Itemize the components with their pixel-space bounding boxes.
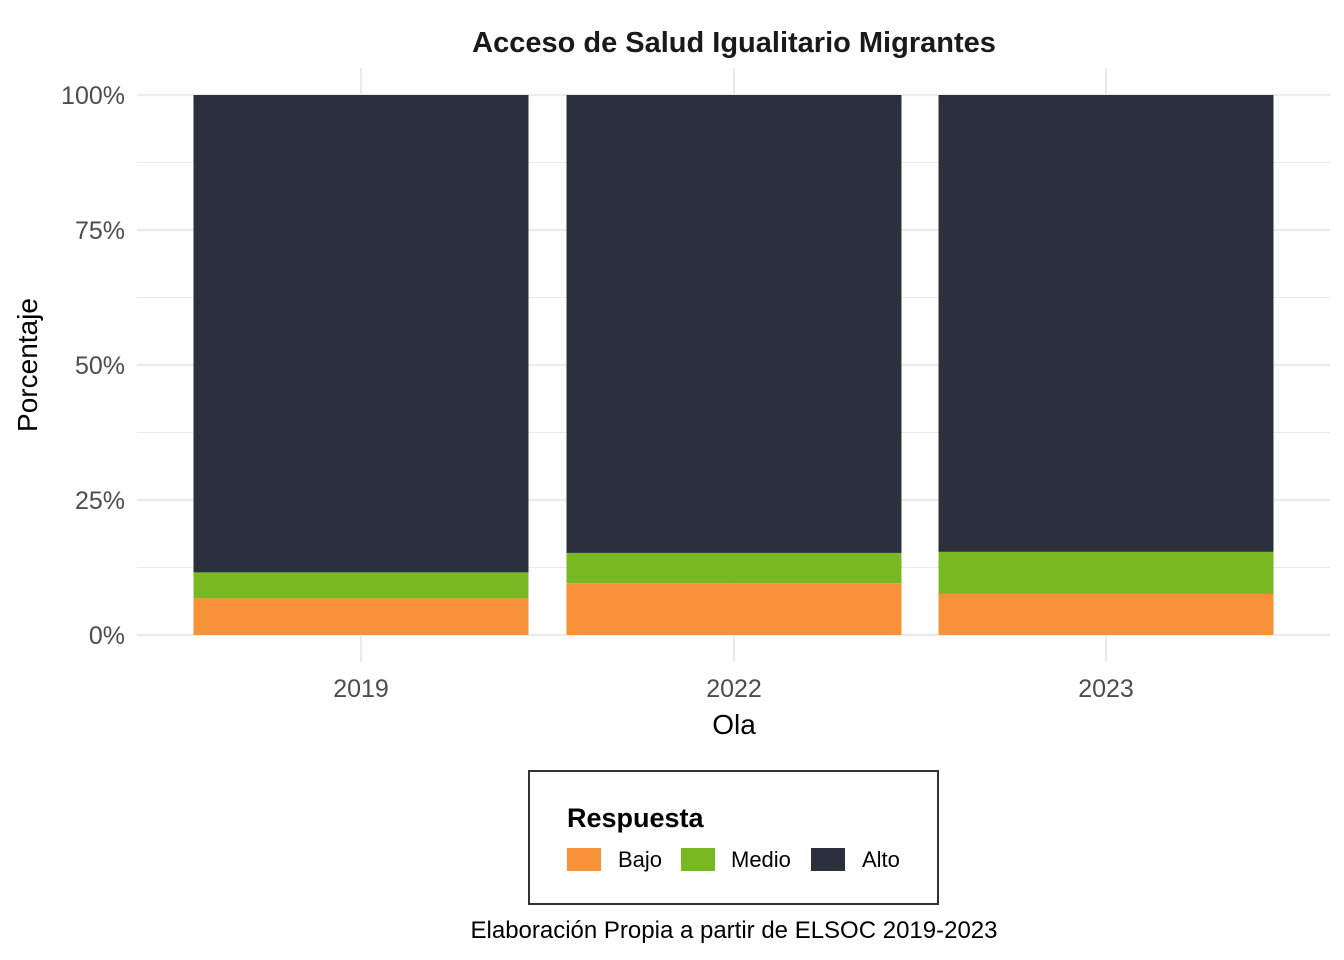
legend: Respuesta Bajo Medio Alto: [528, 770, 939, 905]
x-axis-ticks: 2019 2022 2023: [333, 675, 1134, 703]
x-axis-title: Ola: [712, 709, 756, 740]
bar-2022-bajo: [566, 583, 902, 635]
y-tick-label: 50%: [75, 352, 125, 380]
y-tick-label: 100%: [61, 82, 125, 110]
x-tick-label: 2023: [1078, 675, 1134, 703]
bar-2023-alto: [938, 95, 1274, 552]
y-axis-ticks: 0% 25% 50% 75% 100%: [61, 82, 125, 650]
bars-layer: [193, 95, 1274, 635]
bar-2019-medio: [193, 572, 529, 599]
legend-key-medio: [681, 848, 715, 871]
legend-label-alto: Alto: [862, 847, 900, 872]
legend-title: Respuesta: [567, 803, 705, 833]
legend-label-medio: Medio: [731, 847, 791, 872]
y-tick-label: 25%: [75, 487, 125, 515]
x-tick-label: 2022: [706, 675, 762, 703]
y-tick-label: 75%: [75, 217, 125, 245]
x-tick-label: 2019: [333, 675, 389, 703]
bar-2022-alto: [566, 95, 902, 553]
legend-label-bajo: Bajo: [618, 847, 662, 872]
legend-items: Bajo Medio Alto: [567, 847, 900, 872]
y-tick-label: 0%: [89, 622, 125, 650]
legend-key-alto: [811, 848, 845, 871]
bar-2019-bajo: [193, 598, 529, 635]
bar-2022-medio: [566, 552, 902, 584]
bar-2023-medio: [938, 551, 1274, 594]
y-axis-title: Porcentaje: [12, 298, 43, 432]
bar-2019-alto: [193, 95, 529, 573]
chart-title: Acceso de Salud Igualitario Migrantes: [472, 27, 996, 59]
chart-caption: Elaboración Propia a partir de ELSOC 201…: [471, 917, 998, 944]
bar-2023-bajo: [938, 593, 1274, 635]
legend-key-bajo: [567, 848, 601, 871]
legend-box: [528, 770, 939, 905]
